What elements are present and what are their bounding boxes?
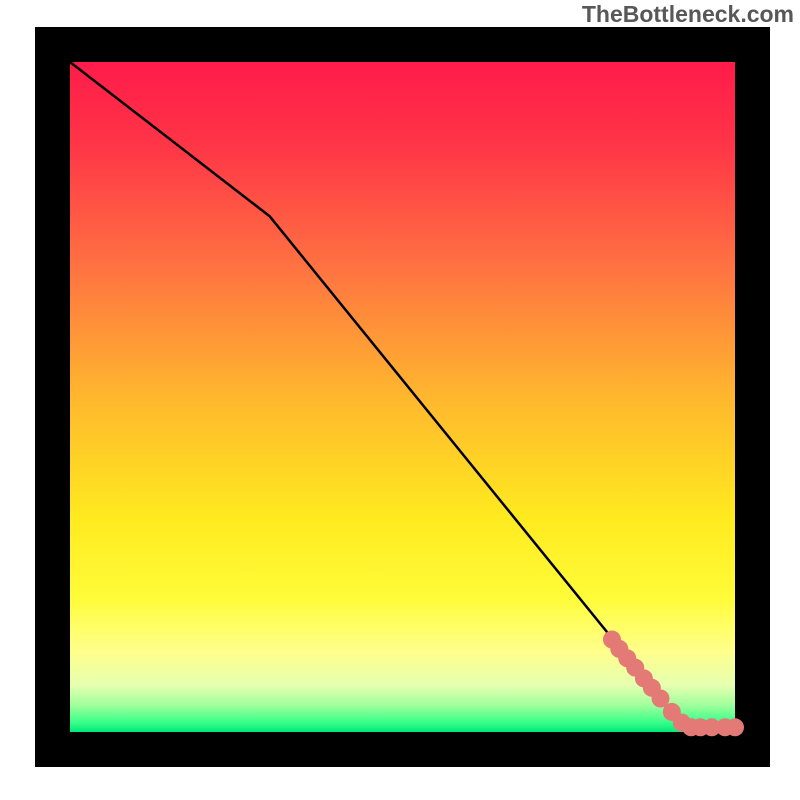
heatmap-background [70,62,735,732]
bottleneck-chart [0,0,800,800]
watermark-text: TheBottleneck.com [582,1,794,28]
plot-frame [35,27,70,767]
plot-frame [35,732,770,767]
chart-container: { "watermark": { "text": "TheBottleneck.… [0,0,800,800]
plot-frame [735,27,770,767]
data-point [726,718,744,736]
plot-frame [35,27,770,62]
